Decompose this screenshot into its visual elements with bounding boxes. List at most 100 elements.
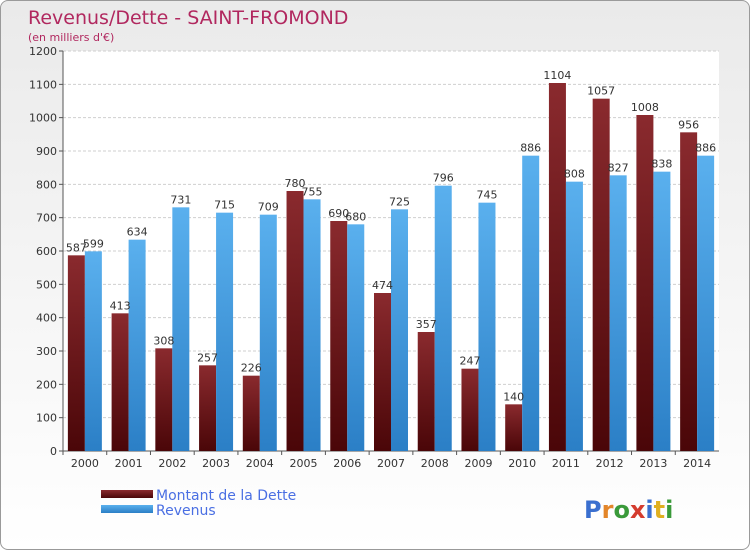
x-tick-label: 2004 bbox=[246, 457, 274, 470]
y-tick-label: 0 bbox=[50, 445, 57, 458]
bar-revenus bbox=[259, 214, 277, 451]
logo-letter: x bbox=[630, 496, 646, 524]
x-tick-label: 2005 bbox=[290, 457, 318, 470]
bar-dette bbox=[155, 348, 173, 451]
logo-letter: P bbox=[584, 496, 602, 524]
value-label-revenus: 725 bbox=[389, 195, 410, 208]
x-tick-label: 2003 bbox=[202, 457, 230, 470]
value-label-dette: 1057 bbox=[587, 85, 615, 98]
y-tick-label: 900 bbox=[36, 145, 57, 158]
bar-dette bbox=[242, 375, 260, 451]
bar-revenus bbox=[609, 175, 627, 452]
value-label-revenus: 745 bbox=[476, 189, 497, 202]
logo-letter: t bbox=[654, 496, 665, 524]
bar-dette bbox=[548, 83, 566, 451]
value-label-revenus: 827 bbox=[608, 161, 629, 174]
legend-label-dette: Montant de la Dette bbox=[156, 488, 296, 504]
y-tick-label: 200 bbox=[36, 378, 57, 391]
bar-dette bbox=[111, 313, 129, 451]
bar-revenus bbox=[172, 207, 190, 451]
value-label-revenus: 731 bbox=[170, 193, 191, 206]
x-tick-label: 2002 bbox=[158, 457, 186, 470]
y-tick-label: 1000 bbox=[29, 112, 57, 125]
bar-revenus bbox=[653, 171, 671, 451]
y-tick-label: 400 bbox=[36, 312, 57, 325]
bar-revenus bbox=[522, 155, 540, 451]
y-tick-label: 100 bbox=[36, 412, 57, 425]
value-label-dette: 413 bbox=[110, 299, 131, 312]
x-tick-label: 2013 bbox=[639, 457, 667, 470]
value-label-dette: 308 bbox=[153, 334, 174, 347]
y-tick-label: 1100 bbox=[29, 78, 57, 91]
bar-dette bbox=[199, 365, 217, 451]
bars bbox=[67, 83, 715, 452]
value-label-revenus: 680 bbox=[345, 210, 366, 223]
y-tick-label: 500 bbox=[36, 278, 57, 291]
value-label-revenus: 709 bbox=[258, 201, 279, 214]
bar-revenus bbox=[303, 199, 321, 451]
bar-revenus bbox=[128, 239, 146, 451]
bar-revenus bbox=[216, 212, 234, 451]
axes: 0 100 200 300 400 500 600 700 800 900 1000 1100 1200… bbox=[29, 45, 719, 470]
value-label-dette: 587 bbox=[66, 241, 87, 254]
bar-revenus bbox=[84, 251, 102, 451]
bar-revenus bbox=[697, 155, 715, 451]
bar-revenus bbox=[565, 181, 583, 451]
y-tick-label: 600 bbox=[36, 245, 57, 258]
y-tick-label: 300 bbox=[36, 345, 57, 358]
bar-revenus bbox=[347, 224, 365, 451]
value-label-revenus: 796 bbox=[433, 172, 454, 185]
value-label-dette: 357 bbox=[416, 318, 437, 331]
y-tick-label: 700 bbox=[36, 212, 57, 225]
bar-dette bbox=[417, 332, 435, 451]
bar-dette bbox=[461, 368, 479, 451]
bar-dette bbox=[680, 132, 698, 452]
legend-label-revenus: Revenus bbox=[156, 503, 216, 519]
bar-dette bbox=[636, 115, 654, 451]
logo-text: Proxiti bbox=[584, 496, 673, 524]
x-tick-label: 2000 bbox=[71, 457, 99, 470]
value-label-revenus: 634 bbox=[127, 226, 148, 239]
value-label-dette: 140 bbox=[503, 390, 524, 403]
x-tick-label: 2009 bbox=[464, 457, 492, 470]
value-label-dette: 956 bbox=[678, 118, 699, 131]
chart-title: Revenus/Dette - SAINT-FROMOND bbox=[28, 7, 348, 29]
value-label-dette: 1008 bbox=[631, 101, 659, 114]
x-tick-label: 2006 bbox=[333, 457, 361, 470]
bar-dette bbox=[374, 293, 391, 451]
logo-letter: o bbox=[613, 496, 630, 524]
value-label-revenus: 755 bbox=[302, 185, 323, 198]
x-tick-label: 2014 bbox=[683, 457, 711, 470]
proxiti-logo: Proxiti bbox=[584, 496, 673, 524]
bar-dette bbox=[330, 221, 348, 451]
value-label-dette: 690 bbox=[328, 207, 349, 220]
x-tick-label: 2010 bbox=[508, 457, 536, 470]
y-tick-label: 800 bbox=[36, 178, 57, 191]
value-label-revenus: 599 bbox=[83, 237, 104, 250]
legend-swatch-dette bbox=[101, 490, 153, 498]
x-tick-label: 2007 bbox=[377, 457, 405, 470]
logo-letter: i bbox=[665, 496, 673, 524]
bar-dette bbox=[67, 255, 85, 451]
y-tick-label: 1200 bbox=[29, 45, 57, 58]
value-label-dette: 247 bbox=[459, 355, 480, 368]
value-label-revenus: 886 bbox=[695, 142, 716, 155]
bar-dette bbox=[286, 191, 304, 451]
bar-revenus bbox=[478, 202, 496, 451]
bar-dette bbox=[592, 98, 610, 452]
logo-letter: r bbox=[602, 496, 614, 524]
value-label-dette: 1104 bbox=[543, 69, 571, 82]
bar-revenus bbox=[391, 209, 408, 451]
value-label-revenus: 808 bbox=[564, 168, 585, 181]
bar-dette bbox=[505, 404, 523, 451]
value-label-revenus: 886 bbox=[520, 142, 541, 155]
x-tick-label: 2008 bbox=[421, 457, 449, 470]
value-label-dette: 474 bbox=[372, 279, 393, 292]
legend: Montant de la Dette Revenus bbox=[101, 488, 296, 519]
legend-swatch-revenus bbox=[101, 505, 153, 513]
x-tick-label: 2011 bbox=[552, 457, 580, 470]
x-tick-label: 2012 bbox=[596, 457, 624, 470]
